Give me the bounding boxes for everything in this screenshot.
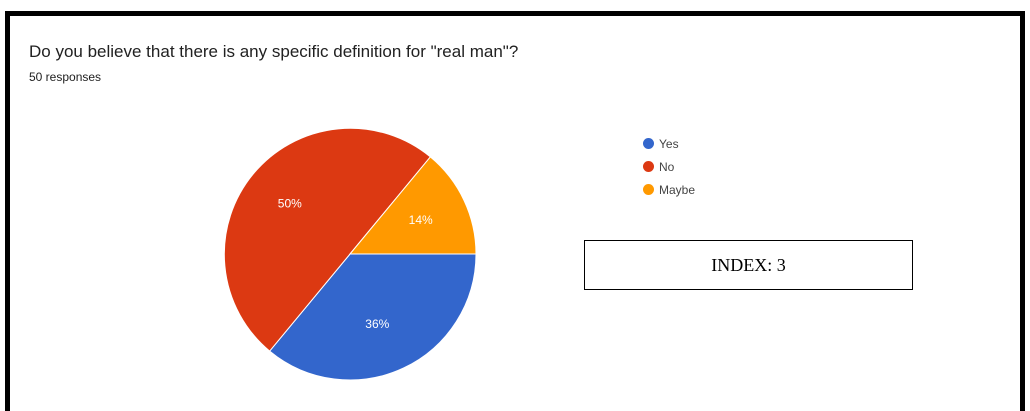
legend-item-maybe: Maybe (643, 178, 695, 201)
legend-label-yes: Yes (659, 136, 679, 151)
pie-slice-maybe (348, 156, 477, 255)
pie-label-no: 50% (278, 196, 302, 210)
legend-item-no: No (643, 155, 695, 178)
pie-label-yes: 36% (365, 317, 389, 331)
legend-swatch-no (643, 161, 654, 172)
chart-frame (5, 11, 1025, 411)
legend-label-maybe: Maybe (659, 182, 696, 197)
question-title: Do you believe that there is any specifi… (29, 42, 519, 61)
index-box: INDEX: 3 (584, 240, 913, 290)
legend-item-yes: Yes (643, 132, 695, 155)
pie-slice-yes (268, 253, 477, 381)
legend-label-no: No (659, 159, 675, 174)
pie-slice-no (223, 127, 432, 352)
response-count: 50 responses (29, 70, 102, 84)
legend-swatch-maybe (643, 184, 654, 195)
legend-swatch-yes (643, 138, 654, 149)
chart-legend: Yes No Maybe (643, 132, 695, 201)
pie-label-maybe: 14% (409, 213, 433, 227)
